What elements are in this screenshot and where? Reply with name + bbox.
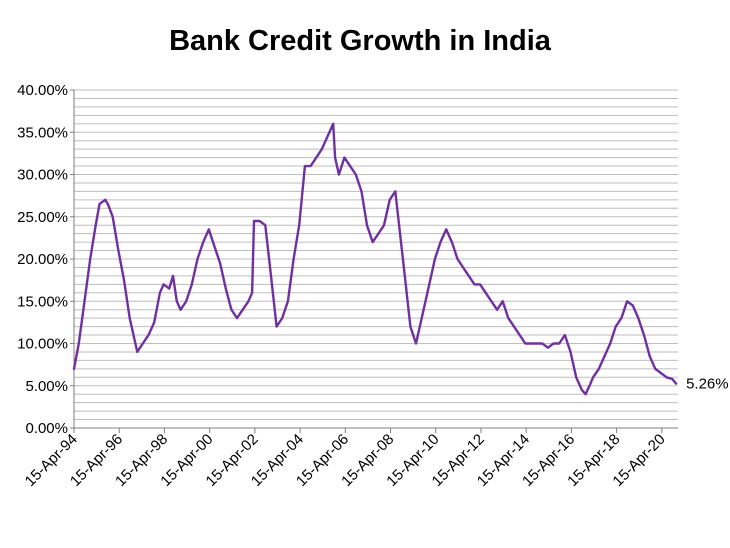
chart-title: Bank Credit Growth in India [169,25,552,57]
y-tick-label: 0.00% [25,420,68,437]
series-line [72,122,678,396]
y-tick-label: 35.00% [17,124,68,141]
axes [70,89,678,433]
y-tick-label: 10.00% [17,336,68,353]
y-tick-label: 15.00% [17,293,68,310]
y-tick-label: 40.00% [17,82,68,99]
y-tick-label: 30.00% [17,167,68,184]
y-axis-tick-labels: 0.00% 5.00% 10.00% 15.00% 20.00% 25.00% 30.00%… [17,82,68,437]
y-tick-label: 25.00% [17,209,68,226]
grid-lines [74,89,678,421]
y-tick-label: 5.00% [25,378,68,395]
x-axis-tick-labels: 15-Apr-9415-Apr-9615-Apr-9815-Apr-0015-A… [22,431,669,490]
y-tick-label: 20.00% [17,251,68,268]
last-value-label: 5.26% [686,376,729,393]
series-layer [72,122,678,396]
